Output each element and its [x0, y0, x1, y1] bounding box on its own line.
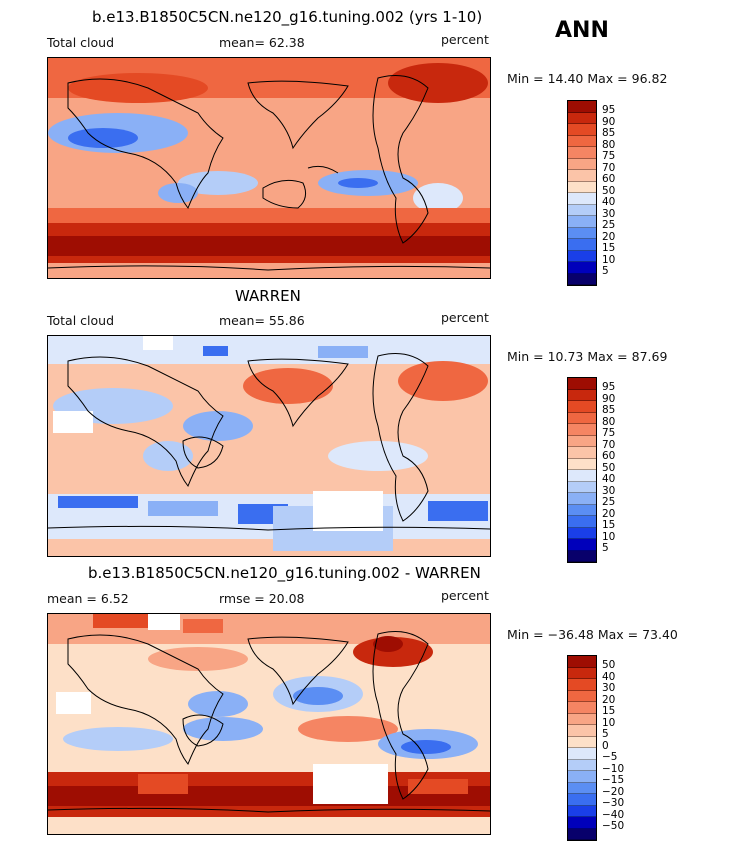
panel2-minmax: Min = 10.73 Max = 87.69 [507, 349, 668, 364]
panel1-map [47, 57, 491, 279]
panel3-cb-label: 20 [602, 693, 616, 706]
panel3-units-label: percent [441, 588, 489, 603]
panel3-cb-label: −20 [602, 785, 625, 798]
panel2-cb-label: 70 [602, 438, 616, 451]
panel3-cb-label: 40 [602, 670, 616, 683]
panel1-cb-label: 30 [602, 207, 616, 220]
panel1-cb-label: 5 [602, 265, 609, 277]
panel3-cb-label: 30 [602, 682, 616, 694]
panel1-cb-label: 85 [602, 127, 616, 139]
panel2-cb-label: 75 [602, 427, 616, 439]
panel1-variable-label: Total cloud [47, 35, 115, 50]
panel3-title: b.e13.B1850C5CN.ne120_g16.tuning.002 - W… [88, 564, 481, 582]
panel3-mean-label: mean = 6.52 [47, 591, 129, 606]
panel3-cb-label: −10 [602, 762, 625, 775]
panel3-minmax: Min = −36.48 Max = 73.40 [507, 627, 678, 642]
panel2-cb-label: 60 [602, 450, 616, 462]
panel3-rmse-label: rmse = 20.08 [219, 591, 305, 606]
panel2-cb-label: 80 [602, 415, 616, 428]
panel2-map [47, 335, 491, 557]
panel3-cb-label: −15 [602, 774, 625, 786]
panel3-cb-label: −50 [602, 820, 625, 832]
panel3-cb-label: −5 [602, 751, 618, 763]
panel1-cb-label: 60 [602, 173, 616, 185]
panel1-cb-label: 95 [602, 104, 616, 116]
panel2-cb-label: 90 [602, 392, 616, 405]
season-label: ANN [555, 18, 609, 43]
panel2-cb-label: 5 [602, 542, 609, 554]
panel2-cb-label: 10 [602, 530, 616, 543]
panel1-cb-label: 80 [602, 138, 616, 151]
panel3-cb-label: 5 [602, 728, 609, 740]
panel2-title: WARREN [235, 287, 301, 305]
panel3-cb-label: −30 [602, 797, 625, 809]
panel1-cb-label: 70 [602, 161, 616, 174]
panel2-units-label: percent [441, 310, 489, 325]
panel3-cb-label: 0 [602, 739, 609, 752]
panel2-mean-label: mean= 55.86 [219, 313, 305, 328]
panel1-units-label: percent [441, 32, 489, 47]
panel3-cb-label: 10 [602, 716, 616, 729]
panel1-colorbar [567, 100, 597, 286]
panel1-cb-label: 10 [602, 253, 616, 266]
panel2-cb-label: 20 [602, 507, 616, 520]
panel2-variable-label: Total cloud [47, 313, 115, 328]
panel2-cb-label: 40 [602, 473, 616, 485]
panel1-cb-label: 20 [602, 230, 616, 243]
panel3-cb-label: 15 [602, 705, 616, 717]
panel2-cb-label: 25 [602, 496, 616, 508]
panel1-mean-label: mean= 62.38 [219, 35, 305, 50]
panel1-minmax: Min = 14.40 Max = 96.82 [507, 71, 668, 86]
panel3-map [47, 613, 491, 835]
panel1-cb-label: 75 [602, 150, 616, 162]
panel2-cb-label: 95 [602, 381, 616, 393]
panel3-cb-label: −40 [602, 808, 625, 821]
panel2-colorbar [567, 377, 597, 563]
panel1-cb-label: 15 [602, 242, 616, 254]
panel1-cb-label: 40 [602, 196, 616, 208]
panel3-cb-label: 50 [602, 659, 616, 671]
panel2-cb-label: 85 [602, 404, 616, 416]
panel1-cb-label: 25 [602, 219, 616, 231]
panel1-cb-label: 90 [602, 115, 616, 128]
panel2-cb-label: 30 [602, 484, 616, 497]
panel1-cb-label: 50 [602, 184, 616, 197]
panel2-cb-label: 15 [602, 519, 616, 531]
panel2-cb-label: 50 [602, 461, 616, 474]
panel3-colorbar [567, 655, 597, 841]
panel1-title: b.e13.B1850C5CN.ne120_g16.tuning.002 (yr… [92, 8, 483, 26]
